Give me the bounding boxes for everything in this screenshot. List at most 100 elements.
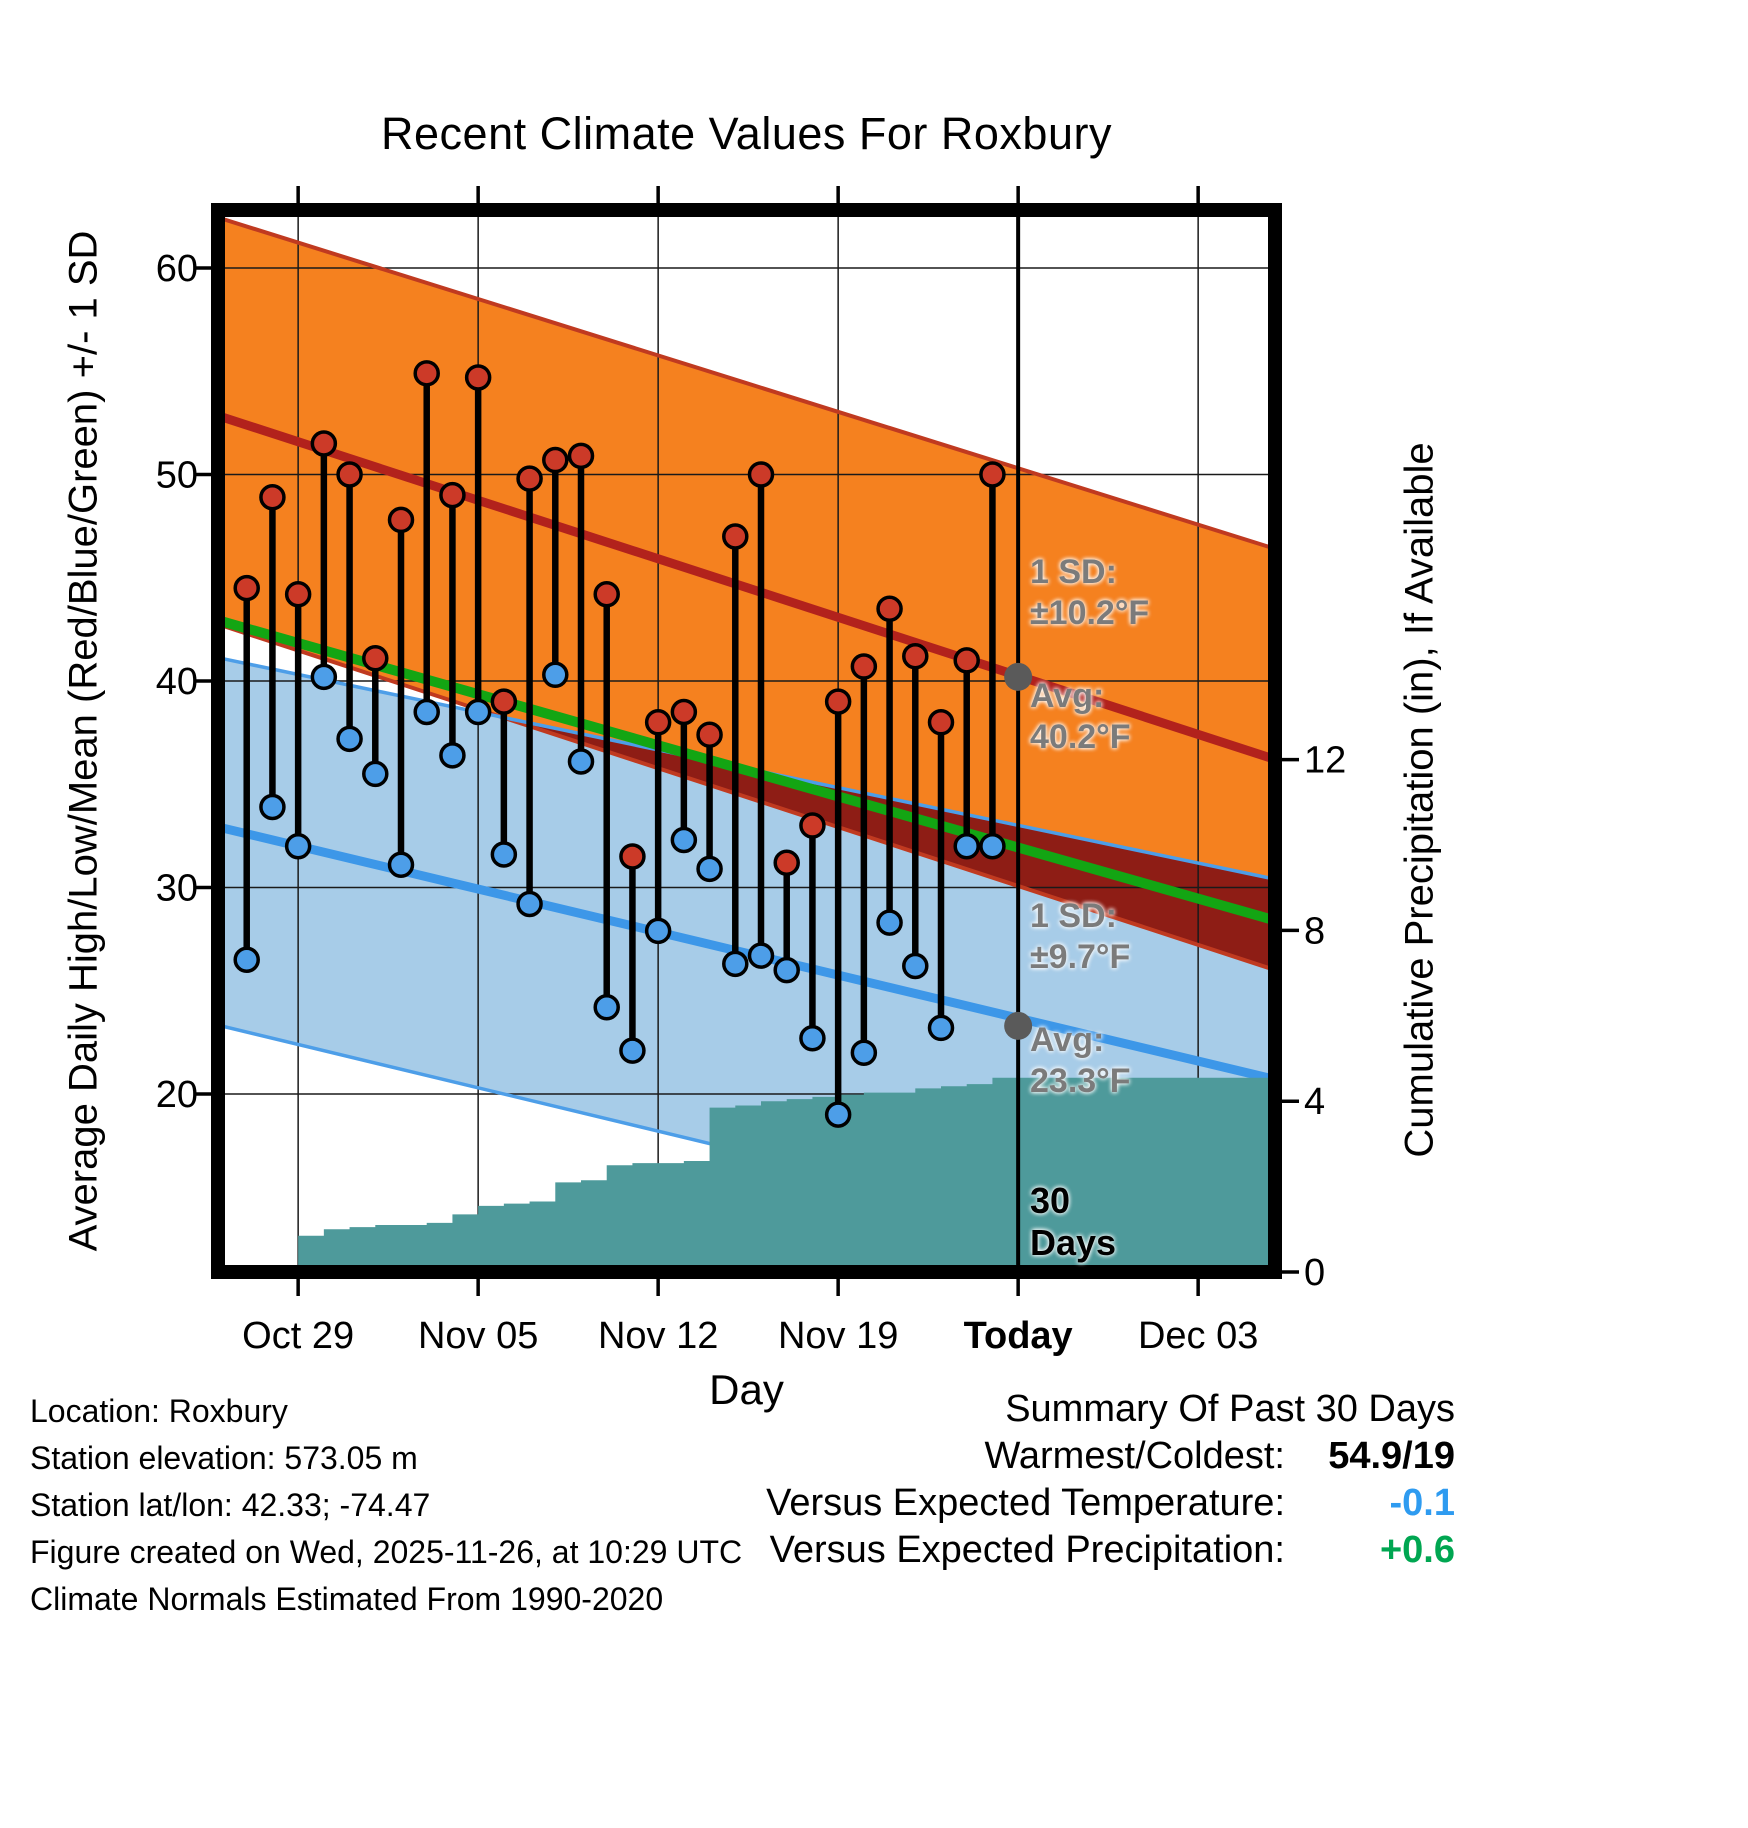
- annotation-line: Avg:: [1030, 677, 1105, 715]
- summary-row-label: Warmest/Coldest:: [984, 1435, 1285, 1477]
- daily-low-point: [542, 661, 569, 689]
- daily-high-point: [902, 642, 929, 670]
- daily-high-point: [953, 647, 980, 674]
- station-info-line: Location: Roxbury: [30, 1393, 288, 1429]
- y-left-tick-label: 20: [156, 1074, 198, 1116]
- daily-high-point: [979, 461, 1006, 488]
- summary-row-value: 54.9/19: [1328, 1435, 1455, 1477]
- daily-low-point: [464, 698, 492, 726]
- station-info-line: Climate Normals Estimated From 1990-2020: [30, 1581, 664, 1617]
- summary-row-label: Versus Expected Temperature:: [766, 1482, 1285, 1524]
- daily-low-point: [439, 742, 466, 769]
- daily-low-point: [670, 826, 698, 854]
- daily-high-point: [259, 483, 286, 511]
- page-title: Recent Climate Values For Roxbury: [381, 108, 1112, 159]
- daily-temperature-points: [233, 360, 1006, 1128]
- mean-line: [225, 617, 1268, 924]
- y-right-tick-label: 12: [1304, 740, 1346, 782]
- daily-high-point: [593, 581, 620, 608]
- daily-low-point: [824, 1101, 852, 1128]
- daily-high-point: [336, 461, 363, 488]
- annotation-line: ±10.2°F: [1030, 594, 1150, 632]
- daily-low-point: [619, 1037, 646, 1064]
- daily-low-point: [747, 942, 775, 969]
- station-info-line: Station elevation: 573.05 m: [30, 1440, 418, 1476]
- daily-high-point: [362, 645, 389, 672]
- daily-low-point: [876, 909, 903, 936]
- plot-frame: [211, 203, 1282, 1279]
- daily-high-point: [670, 698, 698, 726]
- daily-low-point: [336, 725, 363, 753]
- y-left-tick-label: 30: [156, 868, 198, 910]
- x-tick-label: Nov 12: [598, 1315, 718, 1357]
- daily-low-point: [362, 760, 389, 788]
- high-band-bottom-edge: [225, 624, 1268, 970]
- x-tick-label: Today: [964, 1315, 1073, 1357]
- daily-high-point: [773, 849, 800, 876]
- daily-low-point: [773, 956, 800, 984]
- daily-high-point: [310, 430, 338, 457]
- summary-row-label: Versus Expected Precipitation:: [769, 1529, 1285, 1571]
- daily-high-point: [696, 721, 723, 748]
- y-axis-left-label: Average Daily High/Low/Mean (Red/Blue/Gr…: [61, 230, 106, 1252]
- daily-low-point: [799, 1024, 826, 1052]
- daily-low-point: [953, 832, 980, 860]
- daily-low-point: [696, 855, 723, 883]
- daily-high-point: [927, 709, 955, 736]
- annotation-line: Days: [1030, 1222, 1117, 1263]
- station-info-line: Figure created on Wed, 2025-11-26, at 10…: [30, 1534, 743, 1570]
- daily-low-point: [979, 832, 1006, 860]
- high-avg-annotation: Avg: 40.2°F: [1030, 676, 1131, 758]
- y-right-tick-label: 8: [1304, 910, 1325, 952]
- summary-row-value: +0.6: [1379, 1529, 1455, 1571]
- daily-low-point: [722, 950, 749, 978]
- daily-low-point: [902, 952, 929, 980]
- y-left-tick-label: 40: [156, 661, 198, 703]
- y-left-tick-label: 60: [156, 248, 198, 290]
- high-sd-annotation: 1 SD: ±10.2°F: [1030, 552, 1149, 634]
- thirty-days-annotation: 30 Days: [1030, 1180, 1116, 1264]
- daily-high-point: [799, 812, 826, 839]
- y-axis-right-label: Cumulative Precipitation (in), If Availa…: [1397, 442, 1442, 1158]
- daily-high-point: [644, 709, 672, 736]
- daily-high-point: [722, 523, 749, 550]
- summary-panel: Summary Of Past 30 Days Warmest/Coldest:…: [766, 1386, 1455, 1574]
- x-axis-label: Day: [709, 1366, 784, 1413]
- daily-high-point: [516, 465, 543, 492]
- summary-row-value: -0.1: [1389, 1482, 1455, 1524]
- daily-low-point: [516, 890, 543, 918]
- high-temp-band: [225, 219, 1268, 968]
- daily-low-point: [310, 663, 338, 691]
- daily-high-point: [439, 481, 466, 509]
- daily-low-point: [259, 793, 286, 821]
- daily-high-point: [824, 688, 852, 715]
- y-right-tick-label: 4: [1304, 1081, 1325, 1123]
- annotation-line: 1 SD:: [1030, 897, 1117, 935]
- daily-low-point: [233, 946, 260, 974]
- daily-high-point: [567, 442, 595, 470]
- daily-low-point: [850, 1039, 878, 1066]
- summary-row: Warmest/Coldest: 54.9/19: [766, 1433, 1455, 1480]
- daily-low-point: [490, 841, 518, 868]
- y-right-tick-label: 0: [1304, 1252, 1325, 1294]
- annotation-line: 40.2°F: [1030, 718, 1131, 756]
- daily-high-point: [464, 364, 492, 391]
- axis-ticks: [194, 186, 1299, 1296]
- y-left-tick-label: 50: [156, 455, 198, 497]
- annotation-line: 23.3°F: [1030, 1062, 1131, 1100]
- daily-high-point: [387, 506, 415, 534]
- daily-low-point: [644, 917, 672, 945]
- annotation-line: ±9.7°F: [1030, 938, 1131, 976]
- annotation-line: 1 SD:: [1030, 553, 1117, 591]
- avg-low-marker: [1004, 1011, 1033, 1040]
- cumulative-precip-area: [298, 1077, 1268, 1265]
- x-tick-label: Nov 05: [418, 1315, 538, 1357]
- daily-high-point: [747, 461, 775, 488]
- daily-low-point: [593, 994, 620, 1021]
- avg-high-marker: [1004, 662, 1033, 691]
- daily-high-point: [413, 360, 440, 387]
- x-tick-label: Nov 19: [778, 1315, 898, 1357]
- annotation-line: Avg:: [1030, 1021, 1105, 1059]
